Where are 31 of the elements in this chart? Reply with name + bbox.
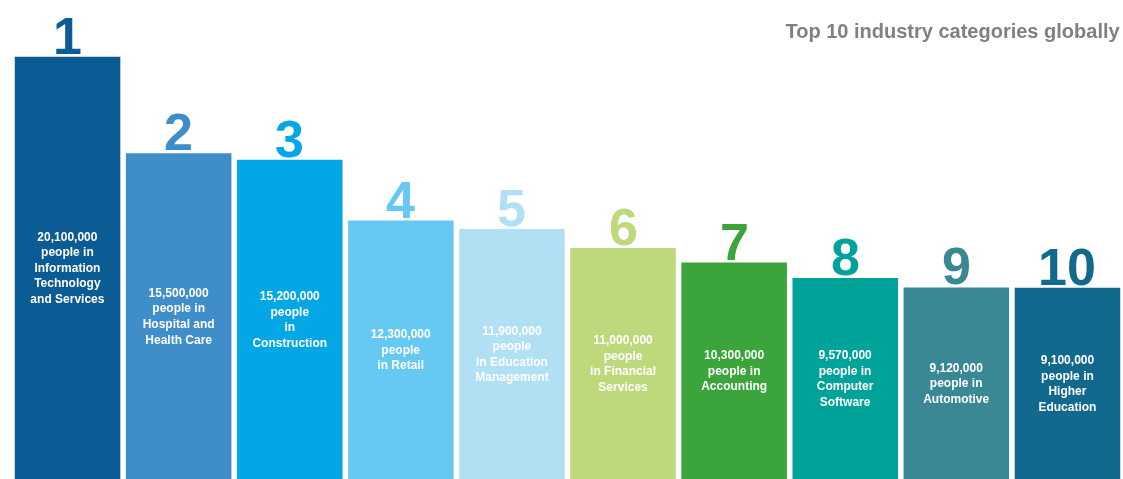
bar: [1014, 287, 1121, 479]
data-label: 15,500,000 people in Hospital and Health Care: [142, 285, 215, 347]
x-tick-label: 8: [831, 228, 860, 286]
bar: [903, 287, 1010, 479]
data-label: 11,900,000 people in Education Management: [475, 323, 549, 385]
x-tick-label: 7: [720, 213, 749, 271]
data-label: 10,300,000 people in Accounting: [701, 348, 768, 394]
x-tick-label: 10: [1038, 238, 1096, 296]
bar: [570, 247, 676, 479]
bar: [792, 277, 899, 479]
x-tick-label: 2: [164, 103, 193, 161]
data-label: 20,100,000 people in Information Technology and Services: [30, 229, 105, 307]
data-label: 9,570,000 people in Computer Software: [816, 348, 874, 409]
text: Top 10 industry categories globally: [785, 20, 1121, 43]
data-label: 11,000,000 people in Financial Services: [590, 333, 657, 394]
x-tick-label: 6: [609, 198, 638, 256]
data-label: 12,300,000 people in Retail: [370, 327, 432, 373]
x-tick-label: 4: [386, 171, 415, 229]
x-tick-label: 1: [53, 7, 82, 65]
bar: [459, 229, 565, 479]
data-label: 9,100,000 people in Higher Education: [1038, 353, 1097, 414]
data-label: 9,120,000 people in Automotive: [923, 360, 990, 406]
bar: [348, 220, 454, 479]
x-tick-label: 5: [497, 179, 526, 237]
bar: [125, 153, 232, 479]
data-label: 15,200,000 people in Construction: [252, 288, 328, 350]
x-tick-label: 3: [275, 110, 304, 168]
bar: [14, 56, 121, 479]
x-tick-label: 9: [942, 237, 971, 295]
bar: [236, 159, 343, 479]
bar: [681, 262, 787, 479]
